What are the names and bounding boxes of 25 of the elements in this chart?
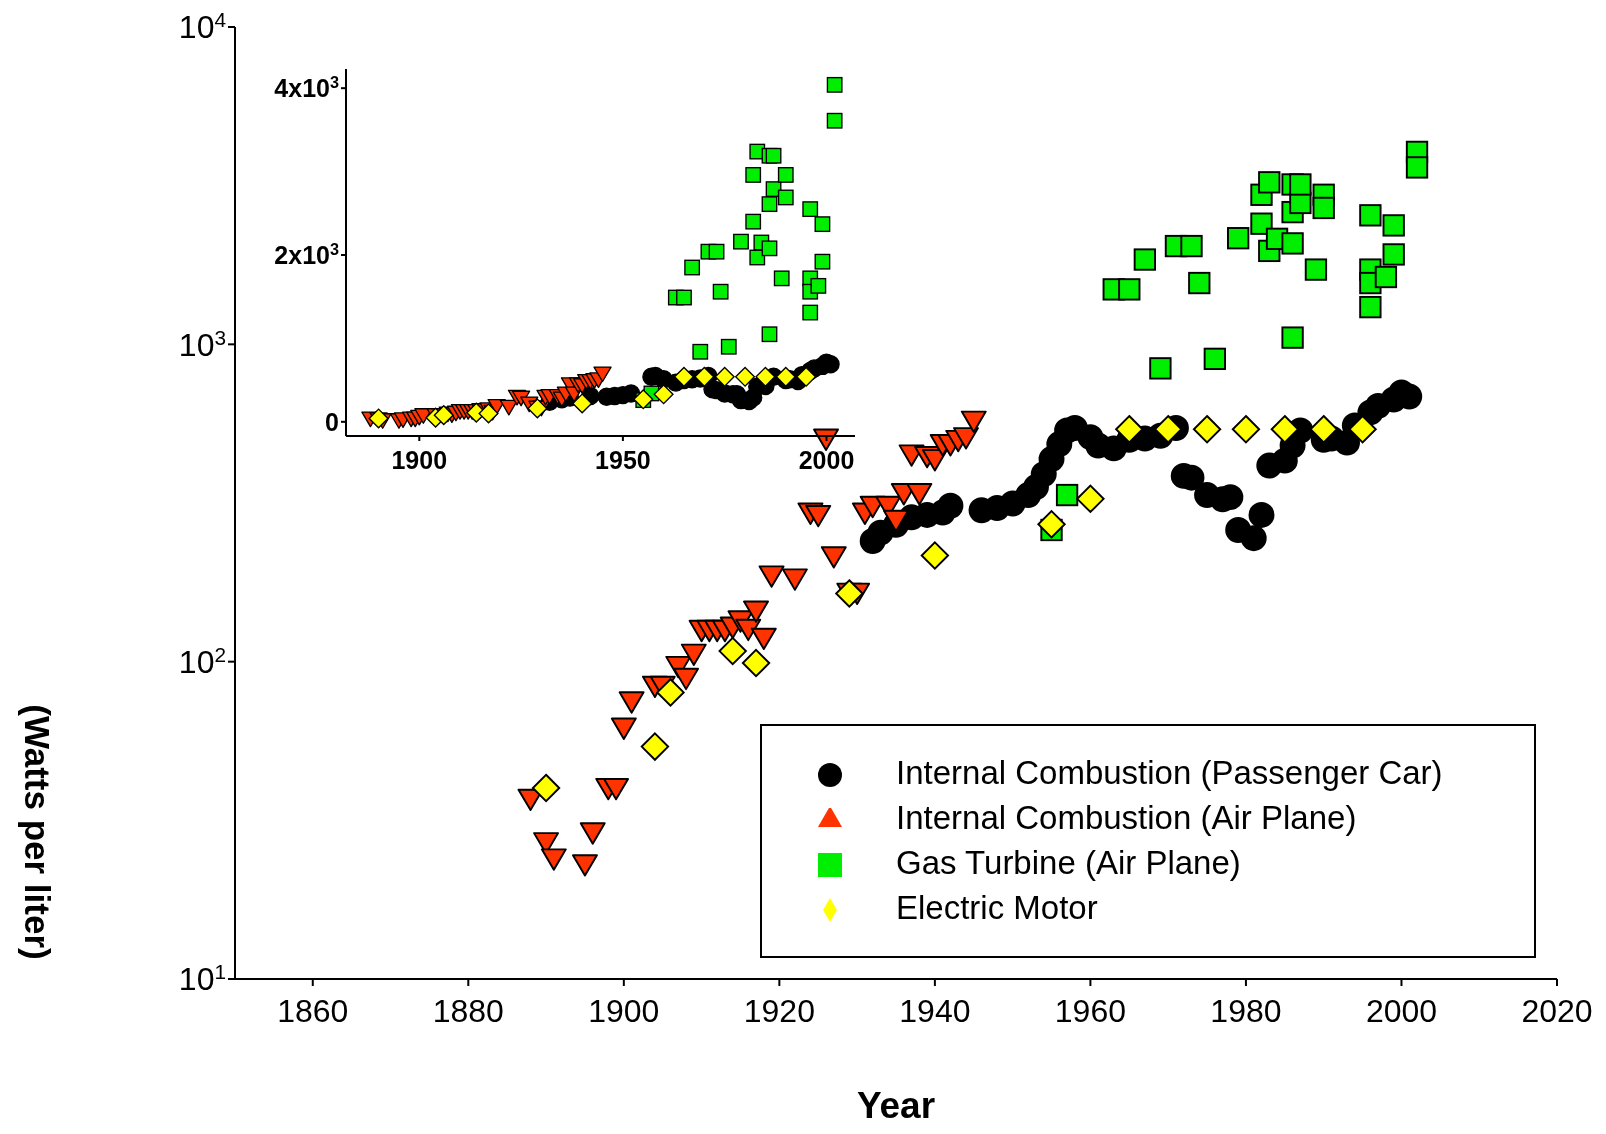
- x-tick-label: 2000: [798, 446, 855, 475]
- y-tick-label: 10$^{4}$: [178, 7, 226, 46]
- x-tick-label: 1900: [391, 446, 448, 475]
- legend-label: Internal Combustion (Air Plane): [896, 799, 1357, 836]
- x-tick-label: 1950: [595, 446, 651, 475]
- y-tick-label: 0: [325, 407, 339, 436]
- y-tick-label: 4x10$^{3}$: [274, 72, 339, 102]
- y-axis-title: (Watts per liter): [18, 704, 57, 960]
- x-tick-label: 1940: [899, 992, 971, 1029]
- legend-label: Electric Motor: [896, 889, 1098, 926]
- x-tick-label: 1900: [588, 992, 660, 1029]
- legend-label: Internal Combustion (Passenger Car): [896, 754, 1443, 791]
- x-tick-label: 2000: [1365, 992, 1438, 1029]
- x-tick-label: 1860: [277, 992, 349, 1029]
- x-tick-label: 1960: [1054, 992, 1127, 1029]
- legend-label: Gas Turbine (Air Plane): [896, 844, 1241, 881]
- x-axis-title: Year: [855, 1085, 937, 1126]
- y-tick-label: 10$^{1}$: [178, 959, 226, 998]
- y-tick-label: 10$^{2}$: [178, 642, 226, 680]
- y-tick-label: 2x10$^{3}$: [274, 239, 339, 269]
- x-tick-label: 1980: [1210, 992, 1282, 1029]
- y-tick-label: 10$^{3}$: [178, 325, 226, 363]
- x-tick-label: 1880: [432, 992, 504, 1029]
- x-tick-label: 1920: [743, 992, 815, 1029]
- x-tick-label: 2020: [1521, 992, 1593, 1029]
